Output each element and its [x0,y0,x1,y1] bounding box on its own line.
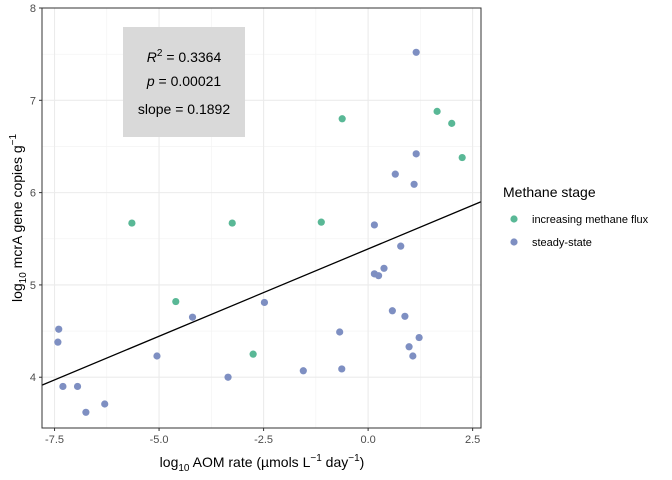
point-series-0 [433,107,441,115]
annotation-background [123,27,245,137]
point-series-0 [249,350,257,358]
point-series-1 [73,382,82,391]
panel-border [41,7,482,429]
y-title-sub: 10 [18,272,29,284]
point-series-1 [54,338,62,346]
x-tick-label: -2.5 [254,434,273,446]
point-series-1 [101,400,109,408]
plot-panel: R2 = 0.3364 p = 0.00021 slope = 0.1892 [41,7,482,429]
y-tick-label: 4 [30,372,36,384]
y-title-pre: log [9,283,25,302]
x-title-sup2: −1 [348,453,360,464]
points-layer [54,48,466,416]
point-series-1 [380,264,388,272]
point-series-0 [128,219,136,227]
x-tick-label: 0.0 [360,434,375,446]
p-value: = 0.00021 [155,73,222,89]
point-series-1 [391,170,399,178]
r2-label: R [147,49,157,65]
x-title-mid2: day [322,454,348,470]
x-axis-title: log10 AOM rate (µmols L−1 day−1) [160,453,365,474]
legend-key [510,238,518,246]
annotation-r2: R2 = 0.3364 [147,48,222,65]
point-series-1 [412,150,420,158]
legend-label: increasing methane flux [532,214,649,226]
legend: Methane stage increasing methane flux ste… [503,184,649,249]
legend-title: Methane stage [503,184,596,200]
x-tick-label: 2.5 [465,434,480,446]
y-axis-title: log10 mcrA gene copies g−1 [8,134,29,303]
point-series-1 [153,352,161,360]
point-series-0 [228,219,236,227]
point-series-1 [415,333,423,342]
r2-value: = 0.3364 [162,49,221,65]
point-series-1 [260,298,269,307]
y-tick-label: 8 [30,3,36,15]
regression-layer [41,201,482,386]
y-tick-label: 6 [30,188,36,200]
point-series-1 [412,48,420,56]
point-series-1 [59,382,67,391]
point-series-1 [82,408,90,416]
legend-entries: increasing methane flux steady-state [510,214,649,249]
point-series-1 [374,272,383,280]
x-tick-label: -5.0 [150,434,169,446]
x-title-post: ) [360,454,365,470]
r2-sup: 2 [157,48,163,59]
point-series-1 [397,242,405,250]
x-title-mid: AOM rate (µmols L [189,454,310,470]
point-series-1 [188,313,197,321]
point-series-1 [410,180,418,188]
point-series-1 [338,365,346,373]
x-title-pre: log [160,454,179,470]
point-series-1 [405,343,413,351]
point-series-0 [317,218,325,226]
y-title-mid: mcrA gene copies g [9,145,25,272]
point-series-1 [370,221,378,229]
x-tick-label: -7.5 [45,434,64,446]
annotation-slope: slope = 0.1892 [138,101,230,117]
y-tick-label: 5 [30,280,36,292]
point-series-1 [409,352,417,360]
point-series-0 [448,119,456,127]
point-series-1 [299,367,307,375]
y-title-sup: −1 [8,134,19,146]
point-series-0 [458,153,466,162]
point-series-0 [338,115,346,123]
y-axis: 4 5 6 7 8 [30,3,42,384]
regression-line [41,201,482,386]
grid-minor [42,8,481,428]
x-axis: -7.5 -5.0 -2.5 0.0 2.5 [45,428,480,446]
point-series-1 [55,325,63,333]
legend-key [510,215,518,223]
x-title-sub: 10 [178,463,190,474]
point-series-1 [336,328,344,336]
p-label: p [146,73,155,89]
point-series-0 [172,297,180,306]
annotation-box: R2 = 0.3364 p = 0.00021 slope = 0.1892 [123,27,245,137]
x-title-sup1: −1 [310,453,322,464]
annotation-p: p = 0.00021 [146,73,222,89]
panel-background [42,8,481,428]
y-tick-label: 7 [30,95,36,107]
point-series-1 [388,307,396,315]
point-series-1 [224,373,232,381]
point-series-1 [401,312,409,320]
legend-label: steady-state [532,237,592,249]
